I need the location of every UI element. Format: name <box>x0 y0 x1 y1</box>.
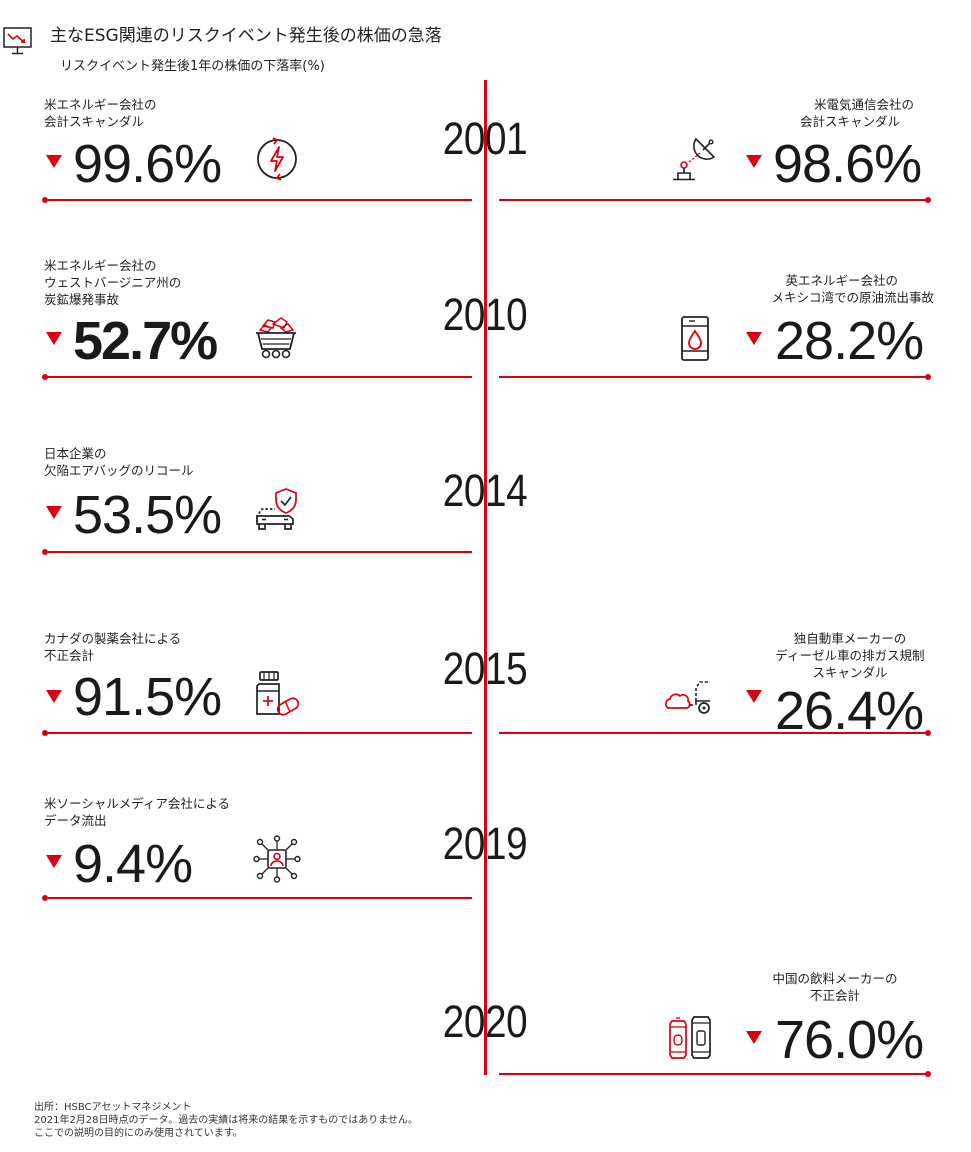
event-label-line: 独自動車メーカーの <box>793 631 907 646</box>
timeline-rule <box>42 197 472 203</box>
event-label-line: 不正会計 <box>44 648 95 663</box>
page-subtitle: リスクイベント発生後1年の株価の下落率(%) <box>60 59 325 74</box>
event-label-line: 炭鉱爆発事故 <box>44 292 120 307</box>
event-label-2001-right: 米電気通信会社の 会計スキャンダル <box>740 96 914 130</box>
event-label-line: 英エネルギー会社の <box>785 273 898 288</box>
event-label-line: 会計スキャンダル <box>799 114 900 129</box>
exhaust-cloud-icon <box>665 681 710 714</box>
decline-value-2010-left: 52.7% <box>73 311 218 371</box>
timeline-rule <box>499 197 931 203</box>
page-title: 主なESG関連のリスクイベント発生後の株価の急落 <box>50 26 442 46</box>
source-note: 出所：HSBCアセットマネジメント 2021年2月28日時点のデータ。過去の実績… <box>34 1101 418 1140</box>
down-triangle-icon <box>746 155 762 168</box>
event-label-line: 米エネルギー会社の <box>44 258 157 273</box>
down-triangle-icon <box>746 690 762 703</box>
event-label-2020-right: 中国の飲料メーカーの 不正会計 <box>745 970 925 1004</box>
source-note-line: 出所：HSBCアセットマネジメント <box>34 1102 192 1113</box>
down-triangle-icon <box>46 155 62 168</box>
event-label-line: 日本企業の <box>44 446 107 461</box>
data-network-icon <box>253 835 301 883</box>
source-note-line: ここでの説明の目的にのみ使用されています。 <box>34 1128 243 1139</box>
down-triangle-icon <box>746 1031 762 1044</box>
oil-barrel-icon <box>681 316 709 361</box>
event-label-2019-left: 米ソーシャルメディア会社による データ流出 <box>44 795 230 829</box>
event-label-2014-left: 日本企業の 欠陥エアバッグのリコール <box>44 445 194 479</box>
timeline-rule <box>42 374 472 380</box>
event-label-line: 米ソーシャルメディア会社による <box>44 796 231 811</box>
down-triangle-icon <box>46 855 62 868</box>
monitor-chart-down-icon <box>3 27 32 55</box>
source-note-line: 2021年2月28日時点のデータ。過去の実績は将来の結果を示すものではありません… <box>34 1115 418 1126</box>
down-triangle-icon <box>46 690 62 703</box>
timeline-rule <box>499 730 931 736</box>
timeline-rule <box>42 549 472 555</box>
year-label-2014: 2014 <box>442 465 528 516</box>
event-label-line: 中国の飲料メーカーの <box>772 971 898 986</box>
car-shield-icon <box>256 488 297 530</box>
year-label-2010: 2010 <box>442 289 528 340</box>
decline-value-2001-right: 98.6% <box>773 134 922 194</box>
event-label-line: ウェストバージニア州の <box>44 275 182 290</box>
satellite-dish-icon <box>673 137 716 181</box>
beverage-cans-icon <box>669 1016 711 1059</box>
event-label-2010-left: 米エネルギー会社の ウェストバージニア州の 炭鉱爆発事故 <box>44 257 181 308</box>
event-label-line: ディーゼル車の排ガス規制 <box>775 648 925 663</box>
year-label-2019: 2019 <box>442 818 528 869</box>
event-label-2010-right: 英エネルギー会社の メキシコ湾での原油流出事故 <box>700 272 934 306</box>
event-label-line: 会計スキャンダル <box>44 114 145 129</box>
decline-value-2010-right: 28.2% <box>775 311 924 371</box>
lightning-cycle-icon <box>257 137 297 181</box>
down-triangle-icon <box>746 332 762 345</box>
event-label-line: データ流出 <box>44 813 107 828</box>
timeline-rule <box>499 374 931 380</box>
year-label-2001: 2001 <box>442 113 528 164</box>
event-label-line: 米エネルギー会社の <box>44 97 157 112</box>
event-label-line: メキシコ湾での原油流出事故 <box>771 290 934 305</box>
event-label-2001-left: 米エネルギー会社の 会計スキャンダル <box>44 96 157 130</box>
year-label-2020: 2020 <box>442 996 528 1047</box>
timeline-axis <box>484 80 487 1075</box>
down-triangle-icon <box>46 332 62 345</box>
decline-value-2014-left: 53.5% <box>73 485 222 545</box>
event-label-line: カナダの製薬会社による <box>44 631 182 646</box>
event-label-line: スキャンダル <box>812 665 888 680</box>
event-label-line: 不正会計 <box>809 988 860 1003</box>
decline-value-2001-left: 99.6% <box>73 134 222 194</box>
timeline-rule <box>42 730 472 736</box>
mine-cart-icon <box>256 317 296 359</box>
timeline-rule <box>42 895 472 901</box>
decline-value-2015-right: 26.4% <box>775 681 924 741</box>
event-label-line: 欠陥エアバッグのリコール <box>44 463 194 478</box>
year-label-2015: 2015 <box>442 643 528 694</box>
event-label-2015-right: 独自動車メーカーの ディーゼル車の排ガス規制 スキャンダル <box>760 630 940 681</box>
decline-value-2020-right: 76.0% <box>775 1010 924 1070</box>
down-triangle-icon <box>46 506 62 519</box>
timeline-rule <box>499 1071 931 1077</box>
event-label-2015-left: カナダの製薬会社による 不正会計 <box>44 630 181 664</box>
decline-value-2015-left: 91.5% <box>73 667 222 727</box>
event-label-line: 米電気通信会社の <box>813 97 914 112</box>
decline-value-2019-left: 9.4% <box>73 834 193 894</box>
medicine-bottle-icon <box>256 671 300 716</box>
